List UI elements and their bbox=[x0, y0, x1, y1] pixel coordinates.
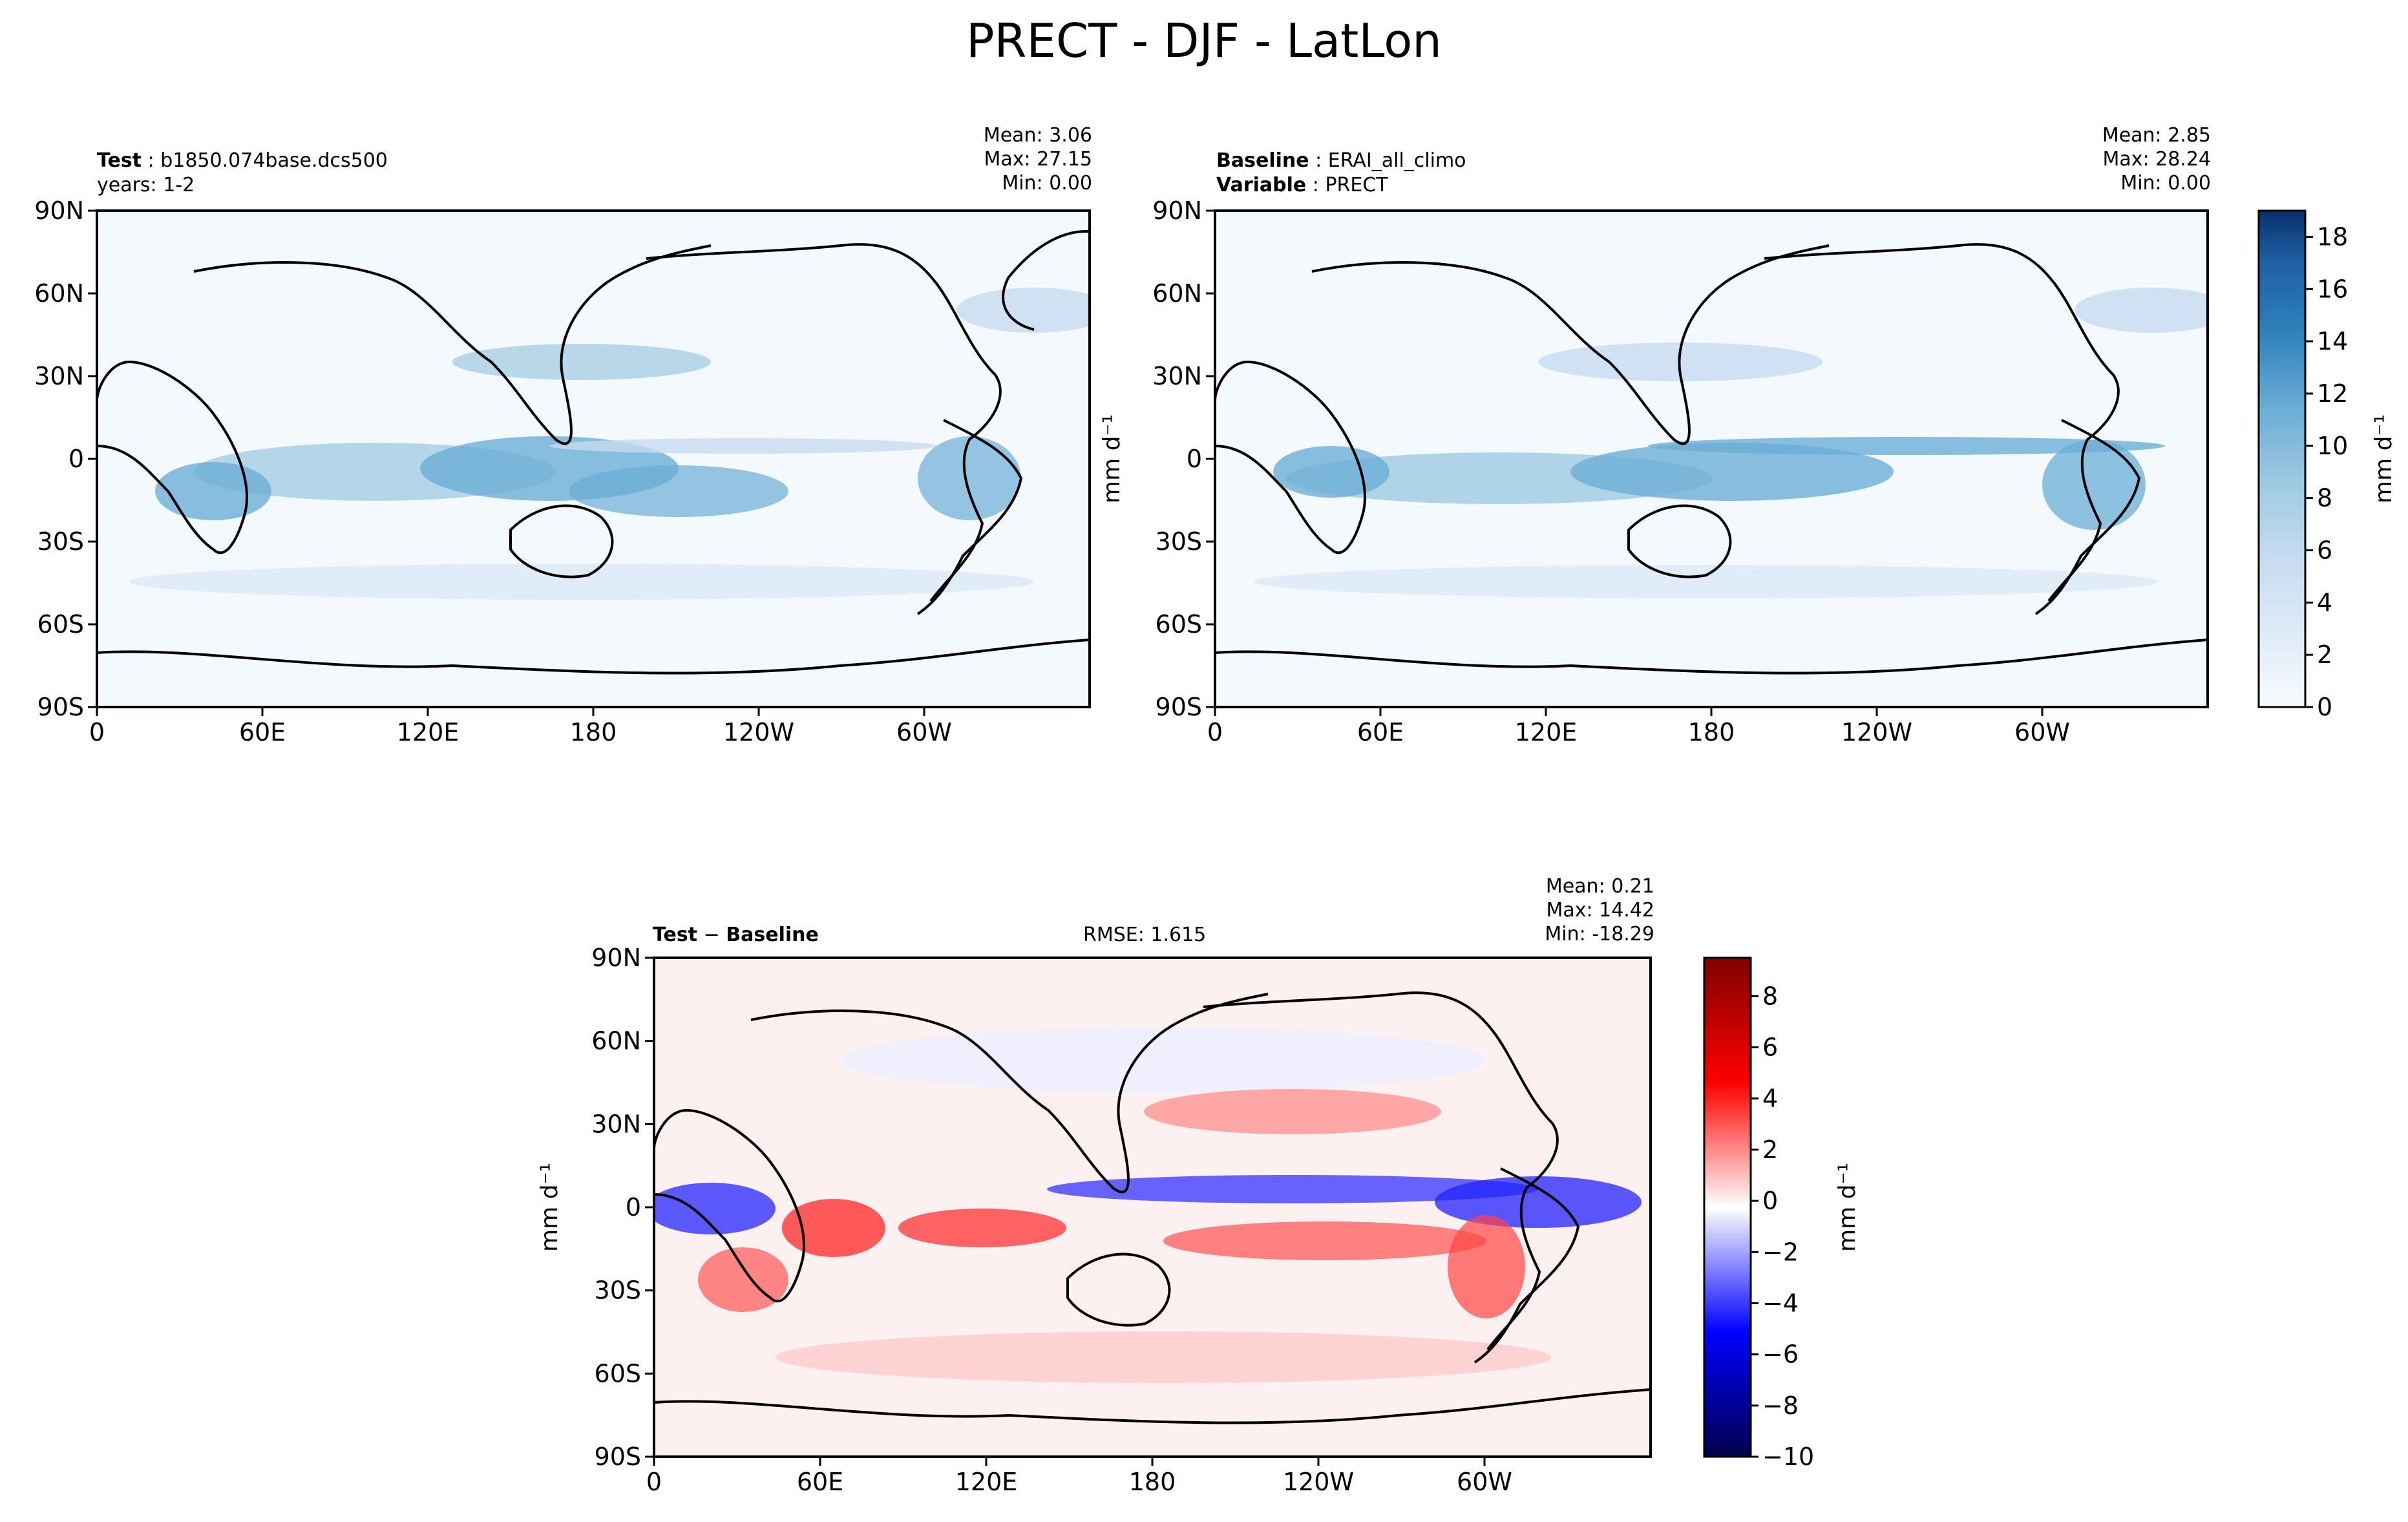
test-ytick-label: 60S bbox=[37, 610, 84, 639]
diff-stat-max: Max: 14.42 bbox=[1546, 899, 1654, 922]
baseline-ytick-label: 30N bbox=[1152, 362, 1202, 390]
diff-side-label: mm d⁻¹ bbox=[536, 1163, 563, 1252]
test-years: years: 1-2 bbox=[97, 174, 195, 196]
blues-cbar-tick-label: 6 bbox=[2317, 536, 2332, 564]
diff-ytick-label: 90S bbox=[595, 1443, 641, 1471]
baseline-ytick-label: 90S bbox=[1156, 693, 1202, 721]
test-xtick-label: 120W bbox=[723, 718, 794, 746]
baseline-precip-field bbox=[1254, 288, 2208, 598]
test-ytick-label: 90S bbox=[37, 693, 84, 721]
test-ytick-label: 30N bbox=[34, 362, 84, 390]
test-xtick-label: 0 bbox=[89, 718, 105, 746]
seismic-cbar-tick-label: −8 bbox=[1762, 1391, 1799, 1420]
seismic-cbar-tick-label: −2 bbox=[1762, 1238, 1799, 1266]
blues-cbar-tick-label: 18 bbox=[2317, 222, 2348, 251]
baseline-ytick-label: 0 bbox=[1187, 445, 1202, 473]
baseline-xtick-label: 120E bbox=[1515, 718, 1578, 746]
baseline-ytick-label: 60S bbox=[1156, 610, 1202, 639]
test-stat-min: Min: 0.00 bbox=[1002, 172, 1092, 195]
diff-xtick-label: 60W bbox=[1457, 1468, 1512, 1496]
test-precip-field bbox=[129, 288, 1090, 600]
blues-cbar-tick-label: 8 bbox=[2317, 484, 2332, 513]
test-xtick-label: 180 bbox=[570, 718, 617, 746]
test-xtick-label: 60W bbox=[896, 718, 952, 746]
blues-colorbar bbox=[2257, 209, 2307, 708]
diff-ytick-label: 90N bbox=[591, 944, 641, 972]
test-ytick-label: 60N bbox=[34, 279, 84, 308]
test-map bbox=[97, 211, 1090, 707]
baseline-map bbox=[1215, 211, 2208, 707]
test-stat-mean: Mean: 3.06 bbox=[983, 124, 1092, 147]
blues-cbar-tick-label: 12 bbox=[2317, 379, 2348, 408]
seismic-cbar-tick-label: 6 bbox=[1762, 1033, 1778, 1062]
diff-field bbox=[654, 1028, 1642, 1383]
test-coastlines bbox=[97, 230, 1090, 675]
baseline-stat-mean: Mean: 2.85 bbox=[2102, 124, 2211, 147]
blues-cbar-tick-label: 0 bbox=[2317, 693, 2332, 721]
blues-cbar-tick-label: 2 bbox=[2317, 640, 2332, 669]
seismic-cbar-label: mm d⁻¹ bbox=[1834, 1163, 1861, 1252]
test-label: Test : b1850.074base.dcs500 bbox=[97, 149, 388, 172]
baseline-stat-max: Max: 28.24 bbox=[2102, 148, 2211, 171]
diff-ytick-label: 60N bbox=[591, 1027, 641, 1055]
baseline-ytick-label: 60N bbox=[1152, 279, 1202, 308]
diff-ytick-label: 30S bbox=[595, 1276, 641, 1305]
figure-title: PRECT - DJF - LatLon bbox=[966, 14, 1442, 68]
baseline-xtick-label: 180 bbox=[1688, 718, 1735, 746]
diff-map bbox=[654, 958, 1651, 1457]
diff-xtick-label: 120E bbox=[955, 1468, 1018, 1496]
diff-rmse: RMSE: 1.615 bbox=[1083, 924, 1207, 946]
diff-stat-min: Min: -18.29 bbox=[1545, 923, 1654, 946]
blues-cbar-tick-label: 14 bbox=[2317, 327, 2348, 355]
baseline-xtick-label: 60W bbox=[2014, 718, 2070, 746]
seismic-cbar-tick-label: −4 bbox=[1762, 1289, 1799, 1317]
test-ytick-label: 90N bbox=[34, 196, 84, 225]
baseline-ytick-label: 90N bbox=[1152, 196, 1202, 225]
diff-ytick-label: 60S bbox=[595, 1359, 641, 1388]
baseline-coastlines bbox=[1215, 243, 2208, 675]
test-ytick-label: 30S bbox=[37, 527, 84, 556]
blues-cbar-tick-label: 16 bbox=[2317, 275, 2348, 303]
seismic-cbar-tick-label: −10 bbox=[1762, 1443, 1814, 1471]
diff-ytick-label: 30N bbox=[591, 1110, 641, 1138]
diff-xtick-label: 0 bbox=[646, 1468, 662, 1496]
test-ytick-label: 0 bbox=[69, 445, 84, 473]
diff-coastlines bbox=[654, 991, 1651, 1424]
baseline-side-label: mm d⁻¹ bbox=[1099, 414, 1125, 503]
test-stat-max: Max: 27.15 bbox=[984, 148, 1092, 171]
baseline-stat-min: Min: 0.00 bbox=[2120, 172, 2211, 195]
test-xtick-label: 120E bbox=[397, 718, 459, 746]
diff-ytick-label: 0 bbox=[626, 1193, 641, 1221]
seismic-colorbar bbox=[1703, 957, 1752, 1458]
blues-cbar-tick-label: 10 bbox=[2317, 432, 2348, 460]
seismic-cbar-tick-label: −6 bbox=[1762, 1340, 1799, 1369]
blues-cbar-label: mm d⁻¹ bbox=[2371, 414, 2397, 503]
baseline-label: Baseline : ERAI_all_climo bbox=[1216, 149, 1466, 172]
diff-xtick-label: 180 bbox=[1129, 1468, 1176, 1496]
baseline-variable: Variable : PRECT bbox=[1216, 174, 1388, 196]
baseline-xtick-label: 0 bbox=[1207, 718, 1223, 746]
seismic-cbar-tick-label: 4 bbox=[1762, 1084, 1778, 1113]
baseline-xtick-label: 60E bbox=[1357, 718, 1404, 746]
diff-label: Test − Baseline bbox=[653, 924, 819, 946]
diff-stat-mean: Mean: 0.21 bbox=[1545, 875, 1654, 898]
blues-cbar-tick-label: 4 bbox=[2317, 588, 2332, 617]
baseline-ytick-label: 30S bbox=[1156, 527, 1202, 556]
diff-xtick-label: 60E bbox=[797, 1468, 843, 1496]
diff-xtick-label: 120W bbox=[1283, 1468, 1354, 1496]
baseline-xtick-label: 120W bbox=[1841, 718, 1912, 746]
test-xtick-label: 60E bbox=[239, 718, 286, 746]
seismic-cbar-tick-label: 8 bbox=[1762, 982, 1778, 1010]
seismic-cbar-tick-label: 0 bbox=[1762, 1187, 1778, 1215]
seismic-cbar-tick-label: 2 bbox=[1762, 1136, 1778, 1164]
